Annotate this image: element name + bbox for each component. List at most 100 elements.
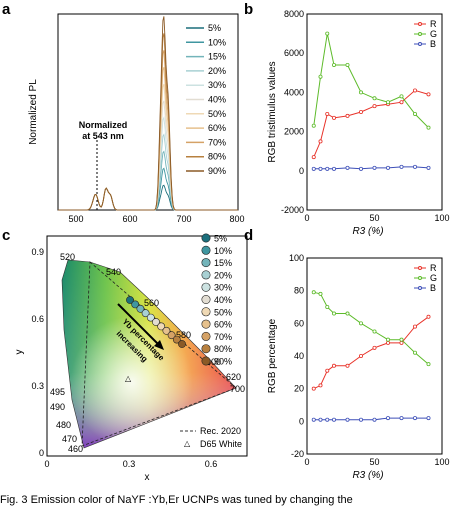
b-point-R	[325, 111, 330, 116]
d65-marker: △	[125, 374, 132, 383]
c-legend-dot	[201, 270, 211, 280]
c-ytick: 0.3	[31, 381, 44, 391]
d-ytick: 0	[299, 416, 304, 426]
panel-c: c △ 520 540 560 580 600 620 700 495 490 …	[2, 227, 248, 483]
c-xticks: 0 0.3 0.6	[44, 459, 217, 469]
b-point-B	[372, 165, 377, 170]
c-xtick: 0.6	[205, 459, 218, 469]
b-ytick: 6000	[284, 48, 304, 58]
cie-overlay-white	[62, 260, 236, 448]
c-legend-dot	[201, 245, 211, 255]
c-wl-560: 560	[144, 298, 159, 308]
panel-c-ylabel: y	[14, 350, 25, 355]
c-point	[162, 326, 171, 335]
d-point-G	[311, 290, 316, 295]
panel-b: b RGB tristimulus values R3 (%) 8000 6000…	[244, 1, 450, 237]
a-spectrum-line	[58, 16, 238, 211]
c-legend-dot	[201, 319, 211, 329]
c-legend-dot	[201, 331, 211, 341]
a-legend-label: 60%	[208, 123, 226, 133]
d-legend-label: G	[430, 273, 437, 283]
c-legend-rec2020: Rec. 2020	[200, 426, 241, 436]
c-point	[141, 309, 150, 318]
d-ytick: 100	[289, 253, 304, 263]
b-legend-marker	[418, 42, 422, 46]
a-legend-label: 20%	[208, 66, 226, 76]
c-ytick: 0	[39, 448, 44, 458]
c-ytick: 0.9	[31, 247, 44, 257]
c-xtick: 0	[44, 459, 49, 469]
b-point-B	[331, 166, 336, 171]
c-wl-480: 480	[56, 420, 71, 430]
b-point-R	[358, 110, 363, 115]
b-ytick: 4000	[284, 87, 304, 97]
c-wl-520: 520	[60, 252, 75, 262]
d-point-B	[385, 416, 390, 421]
c-legend-dot	[201, 294, 211, 304]
d-series-line-B	[313, 417, 429, 421]
b-legend-label: B	[430, 39, 436, 49]
b-ytick: 0	[299, 166, 304, 176]
c-legend-label: 50%	[214, 307, 232, 317]
d-xticks: 0 50 100	[304, 457, 449, 467]
cie-outline	[61, 259, 237, 449]
c-wavelengths: 520 540 560 580 600 620 700 495 490 480 …	[50, 252, 245, 454]
b-point-B	[358, 166, 363, 171]
d-ytick: 20	[294, 384, 304, 394]
d-legend-label: B	[430, 283, 436, 293]
a-legend-label: 90%	[208, 166, 226, 176]
d-yticks: 100 80 60 40 20 0 -20	[289, 253, 304, 459]
b-point-R	[311, 155, 316, 160]
b-point-R	[412, 88, 417, 93]
c-arrow-head	[154, 340, 164, 350]
c-legend-d65: D65 White	[200, 439, 242, 449]
c-wl-470: 470	[62, 434, 77, 444]
c-wl-700: 700	[230, 384, 245, 394]
c-wl-460: 460	[68, 444, 83, 454]
c-point	[136, 304, 145, 313]
b-legend: RGB	[414, 19, 437, 49]
c-legend: 5% 10% 15% 20% 30% 40% 50% 60% 70% 80% 90%	[201, 233, 232, 367]
panel-d-letter: d	[244, 227, 253, 244]
b-ytick: 2000	[284, 127, 304, 137]
b-xticks: 0 50 100	[304, 213, 449, 223]
c-legend-dot	[201, 307, 211, 317]
d-point-B	[331, 417, 336, 422]
a-spectra	[58, 16, 238, 211]
b-point-G	[426, 125, 431, 130]
panel-a: a Normalized PL 500 600 700 800 Normaliz…	[2, 1, 245, 224]
b-point-B	[385, 165, 390, 170]
c-legend-label: 70%	[214, 332, 232, 342]
d-series-line-G	[313, 291, 429, 365]
d-point-B	[412, 416, 417, 421]
d-point-G	[399, 337, 404, 342]
a-annotation-line1: Normalized	[79, 120, 128, 130]
d-point-G	[325, 304, 330, 309]
d-point-R	[426, 314, 431, 319]
c-point	[131, 300, 140, 309]
c-points	[126, 296, 186, 348]
c-wl-580: 580	[176, 330, 191, 340]
a-legend-label: 30%	[208, 80, 226, 90]
c-legend-label: 30%	[214, 283, 232, 293]
b-point-G	[345, 62, 350, 67]
c-point	[152, 318, 160, 326]
d-legend-marker	[418, 286, 422, 290]
b-point-R	[345, 113, 350, 118]
a-legend-label: 50%	[208, 109, 226, 119]
panel-b-ylabel: RGB tristimulus values	[267, 61, 278, 162]
c-legend-label: 80%	[214, 344, 232, 354]
b-ytick: -2000	[281, 205, 304, 215]
c-ytick: 0.6	[31, 314, 44, 324]
d-legend: RGB	[414, 263, 437, 293]
b-xtick: 50	[369, 213, 379, 223]
b-point-R	[331, 115, 336, 120]
figure: a Normalized PL 500 600 700 800 Normaliz…	[2, 1, 450, 483]
d-point-R	[345, 363, 350, 368]
c-legend-label: 40%	[214, 295, 232, 305]
b-point-B	[412, 164, 417, 169]
c-legend-dot	[201, 233, 211, 243]
c-legend-d65-icon: △	[184, 439, 191, 448]
panel-c-frame	[46, 235, 248, 457]
d-point-G	[385, 337, 390, 342]
